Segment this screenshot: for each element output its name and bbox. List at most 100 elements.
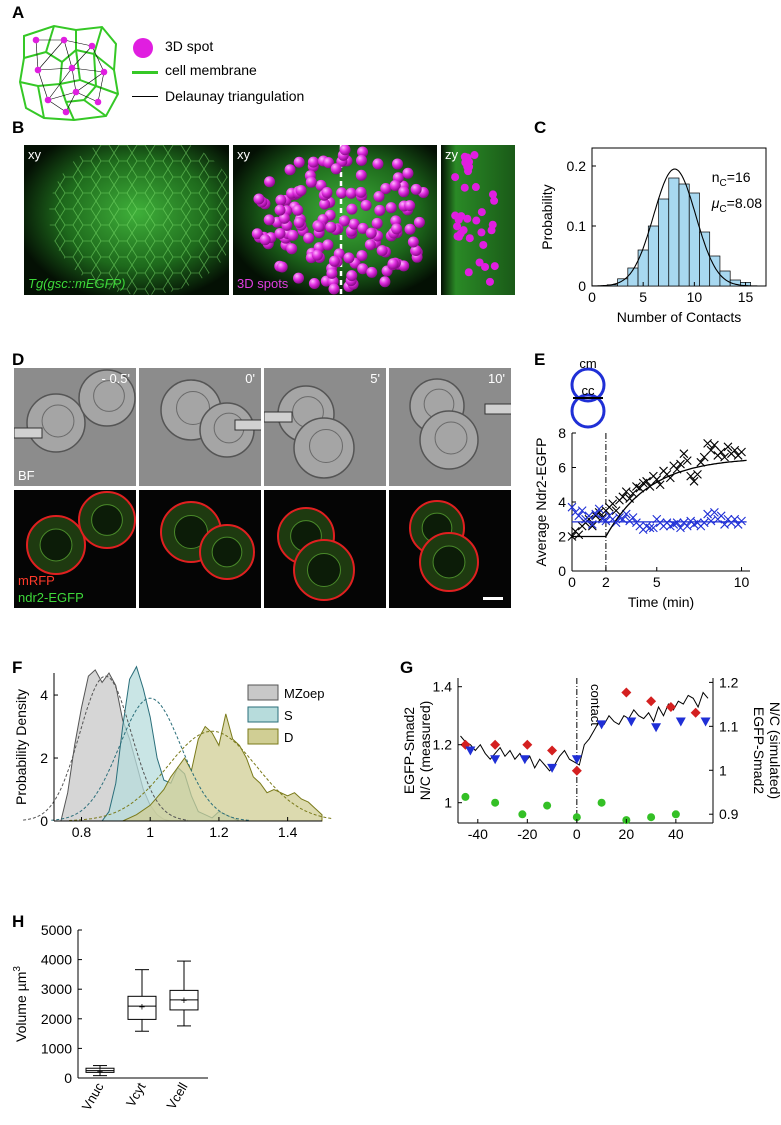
spot-marker [346,203,358,215]
pipette [484,403,511,415]
spot-marker [453,222,462,231]
mean-marker: + [139,1001,145,1013]
data-point-membrane [621,509,631,519]
y-axis-label-left-2: N/C (measured) [417,701,433,801]
y-tick-label: 4 [558,494,566,510]
contact-label: contact [588,684,603,726]
cell-outline [419,410,479,470]
legend-label: D [284,730,293,745]
spot-marker [477,228,486,237]
panel-label-h: H [12,912,25,931]
micrograph-b-xy-membrane: xy Tg(gsc::mEGFP) [24,145,229,295]
data-point-contact [703,438,713,448]
pipette [234,419,261,431]
data-point-membrane [710,507,719,517]
spot-marker [336,187,348,199]
spot-marker [259,234,271,246]
spot-marker [463,214,472,223]
brightfield-cells [14,369,136,453]
data-point-contact [689,476,699,486]
marker-triangle [626,717,637,727]
spot-marker [456,229,465,238]
micrograph-b-zy: zy [441,145,515,295]
micrograph-b-xy-spots: xy 3D spots [233,145,437,295]
data-point-contact [699,452,709,462]
spot-marker [253,193,265,205]
marker-circle [671,810,680,819]
data-point-contact [686,471,696,481]
data-point-membrane [682,521,692,531]
spot-marker [379,276,391,288]
x-tick-label: 10 [734,574,750,590]
data-point-membrane [574,511,584,521]
mean-marker: + [97,1066,103,1078]
fluorescence-frame: mRFP ndr2-EGFP [14,490,136,608]
spot-marker [328,255,340,267]
marker-triangle [547,763,558,773]
data-point-contact [710,440,719,450]
inset-label-cc: cc [582,383,596,398]
spot-marker [374,204,386,216]
data-point-membrane [716,511,726,521]
data-point-membrane [567,502,577,512]
data-point-membrane [628,513,638,522]
view-label-xy-2: xy [237,147,250,162]
spot-marker [391,223,403,235]
spot-marker [276,261,288,273]
data-point-membrane [591,509,601,519]
spot-marker [471,183,480,192]
histogram-bar [637,249,649,287]
brightfield-frame: 10' [389,368,511,486]
legend-membrane-line [132,71,158,74]
marker-diamond [665,702,676,712]
y-tick-label: 5000 [41,922,72,938]
y-tick-label-left: 1.2 [433,737,453,753]
annotation-mu: μC=8.08 [711,195,763,215]
legend-spot-marker [133,38,153,58]
spot-marker [413,216,425,228]
legend-label: S [284,708,293,723]
legend-swatch [247,728,279,745]
fit-curve-contact [572,459,747,538]
marker-circle [597,798,606,807]
marker-triangle [675,717,686,727]
data-point-membrane [699,518,709,528]
spot-marker [328,283,340,295]
data-point-contact [611,506,621,516]
spot-marker [303,232,315,244]
x-tick-label: 0 [573,826,581,842]
view-label-xy: xy [28,147,41,162]
spot-marker [286,243,298,255]
y-axis-label-right-2: N/C (simulated) [767,702,781,799]
spot-marker [465,234,474,243]
nucleus-green [307,553,341,587]
ndr2-label: ndr2-EGFP [18,590,84,605]
spot-markers [32,36,108,116]
spot-marker [275,194,287,206]
data-point-contact [676,459,685,469]
spot-marker [338,215,350,227]
data-point-contact [574,530,584,540]
marker-triangle [490,755,501,765]
spot-marker [488,220,497,229]
spot-marker [404,200,416,212]
spot-marker [451,173,460,182]
inset-cell-bottom [570,393,606,429]
annotation-n-sub: C [720,178,727,189]
spot-marker [293,216,305,228]
bf-label: BF [18,468,35,483]
data-point-contact [720,452,729,462]
data-point-contact [723,442,733,452]
y-axis-label-left: EGFP-Smad2 [401,707,417,794]
spot-marker [404,223,416,235]
x-tick-label: 1.4 [278,824,298,840]
histogram-bar [668,177,680,287]
data-point-membrane [645,523,655,533]
time-label: 0' [245,371,255,386]
panel-label-g: G [400,658,414,677]
mrfp-label: mRFP [18,573,55,588]
annotation-n: nC=16 [712,169,751,189]
data-point-contact [618,492,628,502]
legend-spot-label: 3D spot [165,38,214,54]
x-tick-label: 5 [639,289,647,305]
